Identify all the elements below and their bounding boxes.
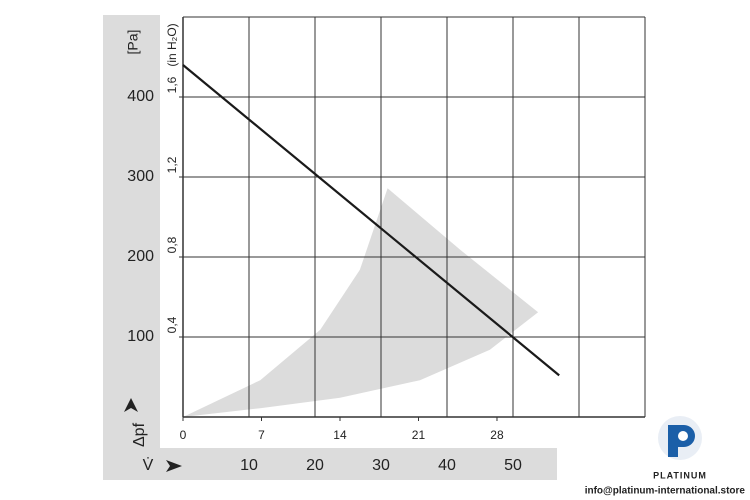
x-arrow [166,460,182,472]
logo-mark [668,425,695,457]
y2-tick-label: 0,8 [165,236,179,253]
x-tick-label: 10 [240,457,258,474]
y-axis-title: Δpf [131,422,148,447]
x-axis-title: V̇ [143,456,154,474]
y2-tick-label: 0,4 [165,316,179,333]
x2-tick-label: 28 [490,428,504,442]
logo-name: PLATINUM [653,470,707,480]
x-tick-label: 30 [372,457,390,474]
y-unit: [Pa] [125,30,141,55]
x2-tick-label: 21 [412,428,426,442]
logo-contact: info@platinum-international.store [585,486,746,497]
x2-tick-label: 0 [180,428,187,442]
x-tick-label: 50 [504,457,522,474]
y2-unit: (in H₂O) [165,23,179,66]
y2-tick-label: 1,6 [165,76,179,93]
y-arrow [124,398,138,412]
x2-tick-label: 7 [258,428,265,442]
x-tick-label: 20 [306,457,324,474]
logo: PLATINUM info@platinum-international.sto… [585,416,746,497]
curve-line [182,64,560,377]
x2-tick-label: 14 [333,428,347,442]
bottom-band [103,448,557,480]
y-tick-label: 200 [127,248,154,265]
x-tick-label: 40 [438,457,456,474]
y-tick-label: 400 [127,88,154,105]
y-tick-label: 300 [127,168,154,185]
y2-tick-label: 1,2 [165,156,179,173]
logo-hole [678,431,688,441]
y-tick-label: 100 [127,328,154,345]
operating-region [183,188,539,417]
